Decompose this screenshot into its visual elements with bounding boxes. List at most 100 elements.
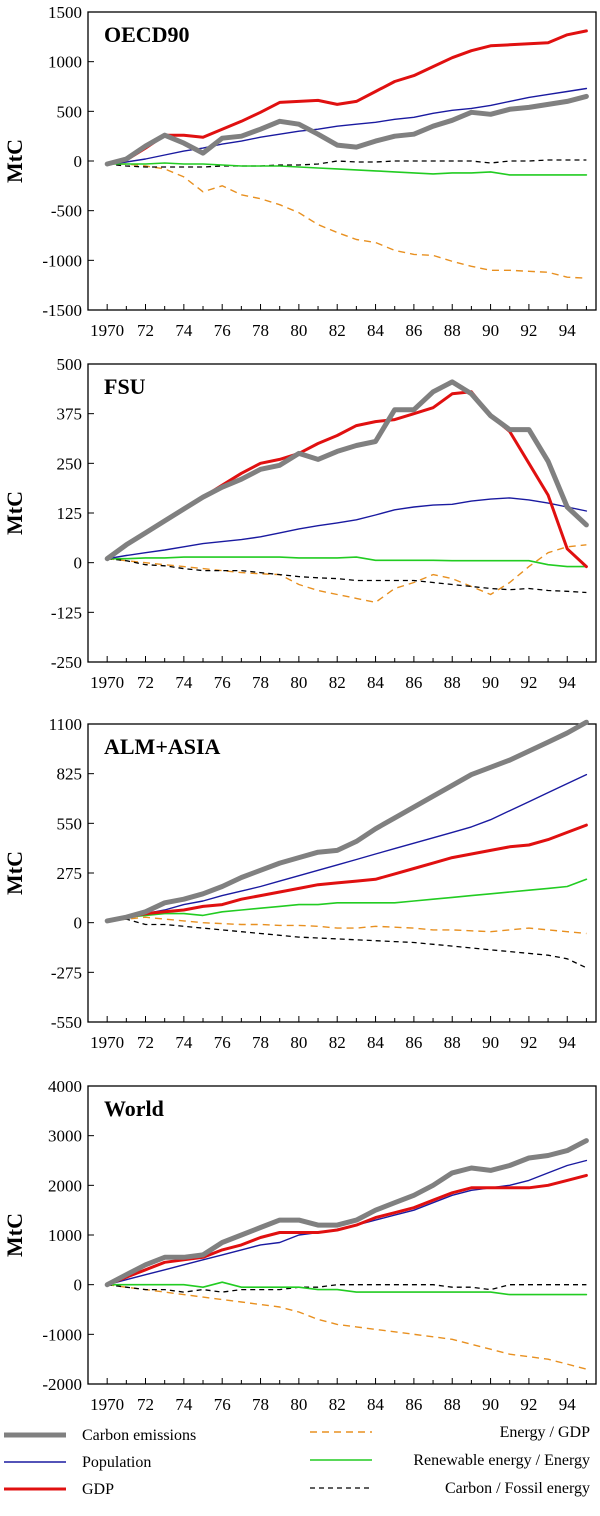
x-tick-label: 92 <box>520 1395 537 1414</box>
series-line-energy-gdp <box>107 544 587 604</box>
y-axis-label: MtC <box>2 851 27 895</box>
legend-label-carbon-fossil: Carbon / Fossil energy <box>445 1480 590 1497</box>
x-tick-label: 1970 <box>90 321 124 340</box>
x-tick-label: 92 <box>520 673 537 692</box>
series-line-renewable <box>106 878 588 922</box>
panel-title: World <box>104 1096 164 1121</box>
x-tick-label: 94 <box>559 1395 577 1414</box>
y-tick-label: -550 <box>51 1013 82 1032</box>
series-line-gdp <box>105 1173 588 1287</box>
y-tick-label: 500 <box>57 355 83 374</box>
legend-label-population: Population <box>82 1454 151 1471</box>
x-tick-label: 84 <box>367 321 385 340</box>
legend-label-carbon: Carbon emissions <box>82 1427 196 1444</box>
series-line-renewable <box>106 162 588 176</box>
series-line-gdp <box>105 823 588 923</box>
legend-label-renewable: Renewable energy / Energy <box>413 1452 590 1469</box>
series-line-energy-gdp <box>107 1284 587 1370</box>
y-tick-label: 1100 <box>49 715 82 734</box>
y-tick-label: 1500 <box>48 3 82 22</box>
x-tick-label: 1970 <box>90 1033 124 1052</box>
series-line-carbon-fossil <box>107 558 587 594</box>
y-tick-label: 0 <box>74 1276 83 1295</box>
x-tick-label: 76 <box>214 1033 231 1052</box>
series-line-energy-gdp <box>107 916 587 935</box>
y-tick-label: 1000 <box>48 53 82 72</box>
x-tick-label: 78 <box>252 1395 269 1414</box>
y-tick-label: 0 <box>74 554 83 573</box>
x-tick-label: 74 <box>175 321 193 340</box>
y-tick-label: 3000 <box>48 1127 82 1146</box>
legend: Carbon emissions Population GDP Energy / GD… <box>4 1424 590 1498</box>
legend-label-energy-gdp: Energy / GDP <box>500 1424 590 1441</box>
x-tick-label: 92 <box>520 1033 537 1052</box>
plot-frame <box>87 723 597 1023</box>
series-line-gdp <box>105 390 588 569</box>
panel-title: OECD90 <box>104 22 190 47</box>
panel-title: ALM+ASIA <box>104 734 221 759</box>
y-tick-label: 0 <box>74 914 83 933</box>
panel-fsu: 500 375 250 125 0 -125 -250 1970 72 74 76 78 80 82 84 8… <box>2 355 597 692</box>
x-tick-label: 88 <box>444 673 461 692</box>
y-tick-label: 275 <box>57 864 83 883</box>
x-tick-label: 80 <box>290 1395 307 1414</box>
x-tick-label: 72 <box>137 1395 154 1414</box>
x-tick-label: 90 <box>482 1033 499 1052</box>
y-tick-label: -500 <box>51 202 82 221</box>
y-tick-label: 1000 <box>48 1226 82 1245</box>
y-tick-label: -2000 <box>42 1375 82 1394</box>
x-tick-label: 76 <box>214 1395 231 1414</box>
y-tick-label: -125 <box>51 603 82 622</box>
x-tick-label: 1970 <box>90 1395 124 1414</box>
series-line-carbon <box>104 379 589 562</box>
y-axis-label: MtC <box>2 1213 27 1257</box>
x-tick-label: 74 <box>175 1395 193 1414</box>
x-tick-label: 78 <box>252 321 269 340</box>
y-axis-label: MtC <box>2 139 27 183</box>
x-tick-label: 1970 <box>90 673 124 692</box>
x-tick-label: 72 <box>137 673 154 692</box>
x-tick-label: 90 <box>482 673 499 692</box>
panel-world: 4000 3000 2000 1000 0 -1000 -2000 1970 72 74 76 78 8… <box>2 1077 597 1414</box>
x-tick-label: 82 <box>329 1033 346 1052</box>
x-tick-label: 86 <box>405 673 422 692</box>
x-tick-label: 78 <box>252 1033 269 1052</box>
series-line-population <box>106 497 588 560</box>
panel-oecd90: 1500 1000 500 0 -500 -1000 -1500 1970 72 74 76 78 80… <box>2 3 597 340</box>
x-tick-label: 74 <box>175 673 193 692</box>
x-tick-label: 86 <box>405 1395 422 1414</box>
series-line-renewable <box>106 1281 588 1296</box>
y-tick-label: 550 <box>57 814 83 833</box>
y-tick-label: -275 <box>51 963 82 982</box>
series-line-energy-gdp <box>107 163 587 279</box>
x-tick-label: 82 <box>329 673 346 692</box>
plot-frame <box>87 363 597 663</box>
x-tick-label: 72 <box>137 1033 154 1052</box>
x-tick-label: 88 <box>444 1033 461 1052</box>
y-tick-label: 2000 <box>48 1176 82 1195</box>
x-tick-label: 86 <box>405 321 422 340</box>
x-tick-label: 80 <box>290 1033 307 1052</box>
y-tick-label: 0 <box>74 152 83 171</box>
series-line-carbon <box>104 93 589 167</box>
x-tick-label: 84 <box>367 1395 385 1414</box>
y-tick-label: 250 <box>57 454 83 473</box>
x-tick-label: 72 <box>137 321 154 340</box>
series-line-carbon-fossil <box>107 159 587 168</box>
plot-frame <box>87 1085 597 1385</box>
x-tick-label: 88 <box>444 321 461 340</box>
series-line-gdp <box>105 29 588 166</box>
y-tick-label: 825 <box>57 765 83 784</box>
x-tick-label: 74 <box>175 1033 193 1052</box>
x-tick-label: 84 <box>367 1033 385 1052</box>
x-tick-label: 82 <box>329 321 346 340</box>
series-line-population <box>106 773 588 922</box>
x-tick-label: 78 <box>252 673 269 692</box>
legend-label-gdp: GDP <box>82 1481 114 1498</box>
x-tick-label: 76 <box>214 673 231 692</box>
y-tick-label: 4000 <box>48 1077 82 1096</box>
x-tick-label: 94 <box>559 321 577 340</box>
series-line-renewable <box>106 556 588 568</box>
x-tick-label: 80 <box>290 321 307 340</box>
x-tick-label: 94 <box>559 673 577 692</box>
